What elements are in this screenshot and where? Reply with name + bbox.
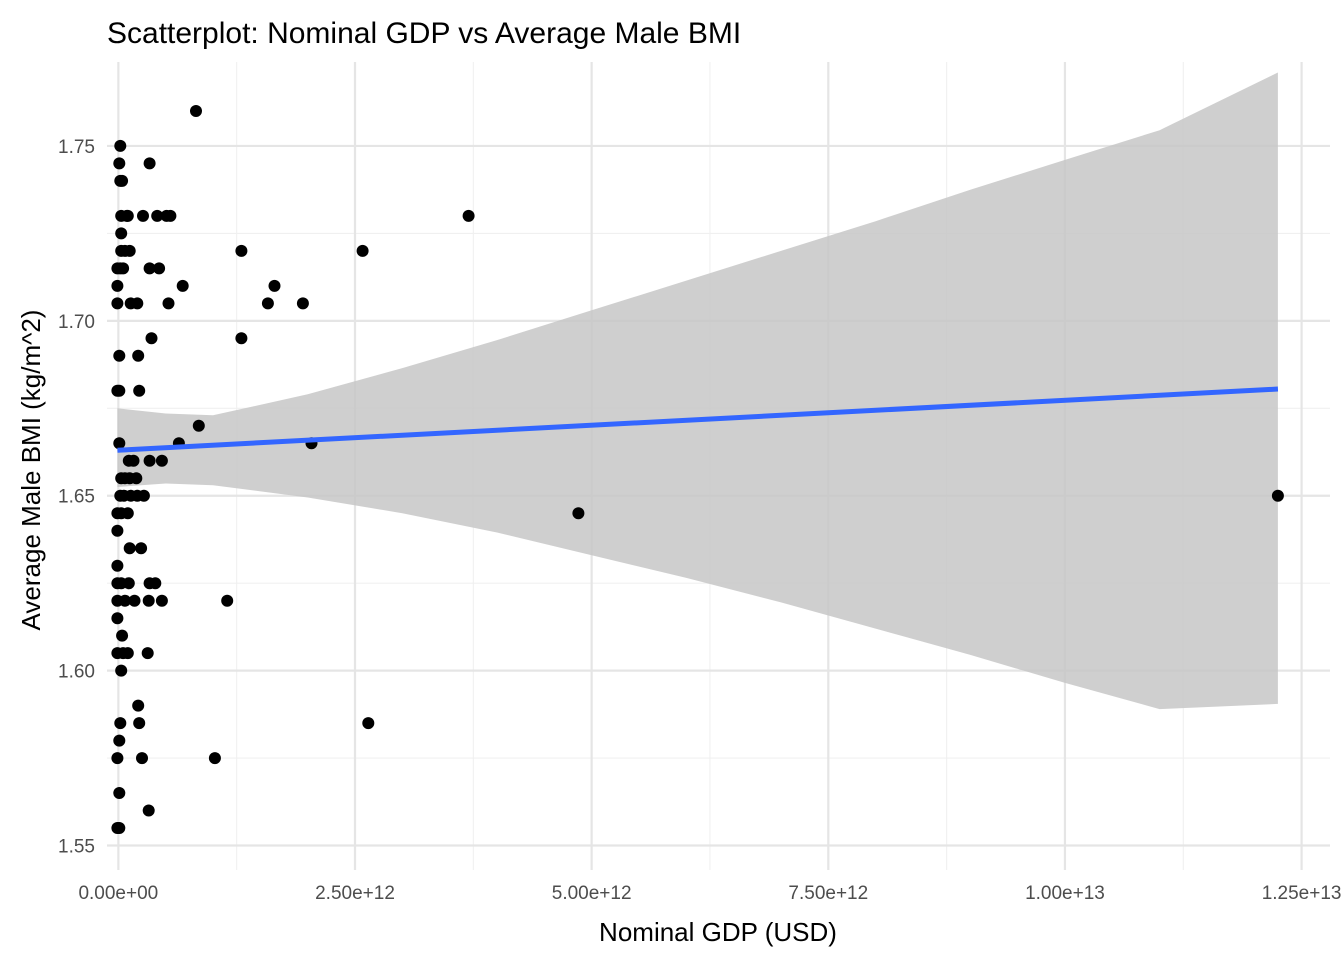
data-point xyxy=(121,507,134,520)
data-point xyxy=(116,174,129,187)
data-point xyxy=(123,244,136,257)
chart-title: Scatterplot: Nominal GDP vs Average Male… xyxy=(107,17,741,50)
data-point xyxy=(137,489,150,502)
y-tick-label: 1.65 xyxy=(58,487,95,508)
data-point xyxy=(137,209,149,222)
data-point xyxy=(141,647,154,660)
data-point xyxy=(143,157,156,170)
data-point xyxy=(155,454,168,467)
data-point xyxy=(208,752,221,765)
data-point xyxy=(261,297,274,310)
data-point xyxy=(162,297,175,310)
data-point xyxy=(356,244,369,257)
x-axis-title: Nominal GDP (USD) xyxy=(599,917,837,947)
data-point xyxy=(113,734,126,747)
data-point xyxy=(121,209,134,222)
y-tick-label: 1.75 xyxy=(58,137,95,158)
data-point xyxy=(113,157,126,170)
data-point xyxy=(155,594,168,607)
data-point xyxy=(117,262,130,275)
confidence-band-layer xyxy=(117,72,1278,710)
data-point xyxy=(192,419,205,432)
data-point xyxy=(462,209,475,222)
data-point xyxy=(142,594,155,607)
data-point xyxy=(142,804,155,817)
data-point xyxy=(132,699,145,712)
x-tick-labels: 0.00e+00 2.50e+12 5.00e+12 7.50e+12 1.00e+13… xyxy=(78,883,1341,904)
x-tick-label: 7.50e+12 xyxy=(788,883,868,904)
data-point xyxy=(113,822,126,834)
data-point xyxy=(176,279,189,292)
data-point xyxy=(114,139,127,152)
data-point xyxy=(164,209,177,222)
x-tick-label: 1.25e+13 xyxy=(1262,883,1342,904)
data-point xyxy=(111,297,124,310)
y-tick-label: 1.55 xyxy=(58,837,95,858)
data-point xyxy=(111,279,124,292)
x-tick-label: 5.00e+12 xyxy=(552,883,632,904)
data-point xyxy=(121,647,134,660)
y-tick-label: 1.60 xyxy=(58,662,95,683)
x-tick-label: 0.00e+00 xyxy=(78,883,158,904)
data-point xyxy=(149,577,162,590)
data-point xyxy=(111,612,124,625)
data-point xyxy=(111,524,124,537)
data-point xyxy=(127,454,140,467)
data-point xyxy=(268,279,281,292)
data-point xyxy=(362,717,375,730)
data-point xyxy=(143,262,156,275)
data-point xyxy=(190,105,202,117)
data-point xyxy=(131,297,144,310)
data-point xyxy=(136,752,148,765)
data-point xyxy=(133,717,146,730)
data-point xyxy=(296,297,309,310)
fit-line-layer xyxy=(117,386,1279,453)
data-point xyxy=(132,349,145,362)
data-point xyxy=(113,384,126,397)
data-point xyxy=(115,227,128,240)
y-tick-label: 1.70 xyxy=(58,312,95,333)
data-point xyxy=(122,577,135,590)
data-point xyxy=(115,664,128,677)
x-tick-label: 2.50e+12 xyxy=(315,883,395,904)
y-tick-labels: 1.55 1.60 1.65 1.70 1.75 xyxy=(58,137,95,858)
data-point xyxy=(151,209,164,222)
data-point xyxy=(235,244,248,257)
data-point xyxy=(135,542,148,555)
data-point xyxy=(113,349,126,362)
data-point xyxy=(114,717,127,730)
data-point xyxy=(130,472,143,485)
data-point xyxy=(113,787,126,799)
data-point xyxy=(113,437,126,450)
y-axis-title: Average Male BMI (kg/m^2) xyxy=(16,310,46,631)
data-point xyxy=(153,262,166,275)
data-point xyxy=(111,752,124,765)
data-point xyxy=(235,332,248,345)
confidence-band xyxy=(117,72,1278,710)
data-point xyxy=(119,594,131,607)
data-point xyxy=(145,332,158,345)
fit-line xyxy=(117,386,1279,453)
data-point xyxy=(111,559,124,572)
data-point xyxy=(123,542,136,555)
data-point xyxy=(221,594,234,607)
data-point xyxy=(116,629,129,642)
data-point xyxy=(1271,489,1284,502)
data-point xyxy=(128,594,141,607)
points-layer xyxy=(111,105,1284,834)
data-point xyxy=(143,454,156,467)
x-tick-label: 1.00e+13 xyxy=(1025,883,1105,904)
data-point xyxy=(572,507,585,520)
data-point xyxy=(133,384,146,397)
